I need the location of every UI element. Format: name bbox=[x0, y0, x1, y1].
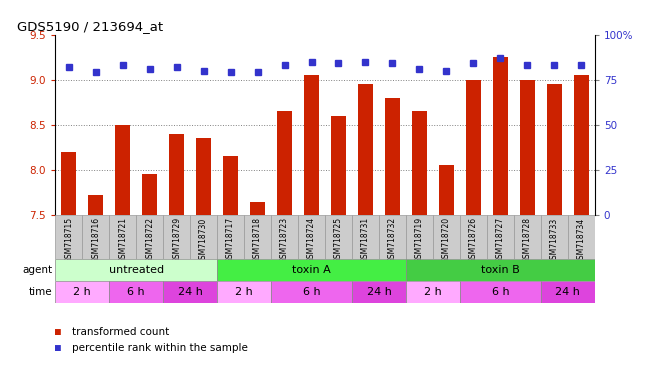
Text: GSM718729: GSM718729 bbox=[172, 217, 181, 263]
Text: GSM718730: GSM718730 bbox=[199, 217, 208, 263]
Text: GDS5190 / 213694_at: GDS5190 / 213694_at bbox=[18, 20, 164, 33]
Text: 6 h: 6 h bbox=[491, 287, 509, 297]
Bar bbox=[88, 195, 103, 215]
Bar bbox=[109, 215, 136, 259]
Bar bbox=[115, 125, 130, 215]
Text: toxin A: toxin A bbox=[292, 265, 331, 275]
Bar bbox=[460, 281, 541, 303]
Text: time: time bbox=[29, 287, 53, 297]
Bar bbox=[352, 215, 379, 259]
Text: GSM718727: GSM718727 bbox=[496, 217, 505, 263]
Text: agent: agent bbox=[23, 265, 53, 275]
Bar bbox=[352, 281, 406, 303]
Text: transformed count: transformed count bbox=[72, 327, 169, 337]
Bar bbox=[547, 84, 562, 215]
Bar bbox=[244, 215, 271, 259]
Text: GSM718719: GSM718719 bbox=[415, 217, 424, 263]
Bar bbox=[358, 84, 373, 215]
Bar bbox=[223, 156, 238, 215]
Bar bbox=[142, 174, 157, 215]
Bar bbox=[385, 98, 400, 215]
Text: 2 h: 2 h bbox=[235, 287, 253, 297]
Text: ■: ■ bbox=[55, 327, 61, 337]
Text: GSM718734: GSM718734 bbox=[577, 217, 586, 263]
Text: 2 h: 2 h bbox=[73, 287, 91, 297]
Text: GSM718722: GSM718722 bbox=[145, 217, 154, 263]
Bar bbox=[379, 215, 406, 259]
Text: GSM718724: GSM718724 bbox=[307, 217, 316, 263]
Text: GSM718732: GSM718732 bbox=[388, 217, 397, 263]
Bar bbox=[574, 75, 589, 215]
Bar bbox=[55, 215, 83, 259]
Bar bbox=[412, 111, 427, 215]
Bar bbox=[271, 281, 352, 303]
Bar bbox=[460, 215, 487, 259]
Bar bbox=[331, 116, 346, 215]
Bar bbox=[109, 281, 163, 303]
Bar bbox=[520, 80, 535, 215]
Bar bbox=[568, 215, 595, 259]
Bar bbox=[163, 281, 217, 303]
Bar bbox=[304, 75, 319, 215]
Bar bbox=[487, 215, 514, 259]
Bar bbox=[163, 215, 190, 259]
Text: GSM718723: GSM718723 bbox=[280, 217, 289, 263]
Bar bbox=[136, 215, 163, 259]
Text: GSM718721: GSM718721 bbox=[118, 217, 127, 263]
Bar bbox=[169, 134, 184, 215]
Text: 2 h: 2 h bbox=[424, 287, 442, 297]
Text: untreated: untreated bbox=[109, 265, 164, 275]
Text: 6 h: 6 h bbox=[127, 287, 145, 297]
Bar bbox=[190, 215, 217, 259]
Bar bbox=[61, 152, 76, 215]
Bar bbox=[217, 259, 406, 281]
Bar bbox=[277, 111, 292, 215]
Text: GSM718715: GSM718715 bbox=[64, 217, 73, 263]
Text: 24 h: 24 h bbox=[367, 287, 391, 297]
Bar bbox=[514, 215, 541, 259]
Text: 24 h: 24 h bbox=[555, 287, 580, 297]
Bar bbox=[196, 138, 211, 215]
Bar bbox=[271, 215, 298, 259]
Bar bbox=[541, 215, 568, 259]
Text: percentile rank within the sample: percentile rank within the sample bbox=[72, 343, 248, 353]
Text: GSM718717: GSM718717 bbox=[226, 217, 235, 263]
Text: 24 h: 24 h bbox=[177, 287, 203, 297]
Bar bbox=[439, 166, 454, 215]
Bar bbox=[406, 215, 433, 259]
Text: ■: ■ bbox=[55, 343, 61, 353]
Bar bbox=[217, 215, 244, 259]
Text: GSM718716: GSM718716 bbox=[91, 217, 100, 263]
Text: GSM718728: GSM718728 bbox=[523, 217, 532, 263]
Bar bbox=[55, 259, 217, 281]
Text: GSM718720: GSM718720 bbox=[442, 217, 451, 263]
Bar bbox=[406, 259, 595, 281]
Bar bbox=[541, 281, 595, 303]
Text: GSM718725: GSM718725 bbox=[334, 217, 343, 263]
Text: 6 h: 6 h bbox=[303, 287, 320, 297]
Bar bbox=[466, 80, 481, 215]
Text: GSM718733: GSM718733 bbox=[550, 217, 559, 263]
Text: GSM718731: GSM718731 bbox=[361, 217, 370, 263]
Bar bbox=[250, 202, 265, 215]
Text: GSM718718: GSM718718 bbox=[253, 217, 262, 263]
Bar bbox=[298, 215, 325, 259]
Text: toxin B: toxin B bbox=[481, 265, 520, 275]
Bar bbox=[406, 281, 460, 303]
Bar bbox=[82, 215, 109, 259]
Bar bbox=[493, 57, 508, 215]
Bar bbox=[325, 215, 352, 259]
Bar bbox=[55, 281, 109, 303]
Bar bbox=[217, 281, 271, 303]
Text: GSM718726: GSM718726 bbox=[469, 217, 478, 263]
Bar bbox=[433, 215, 460, 259]
